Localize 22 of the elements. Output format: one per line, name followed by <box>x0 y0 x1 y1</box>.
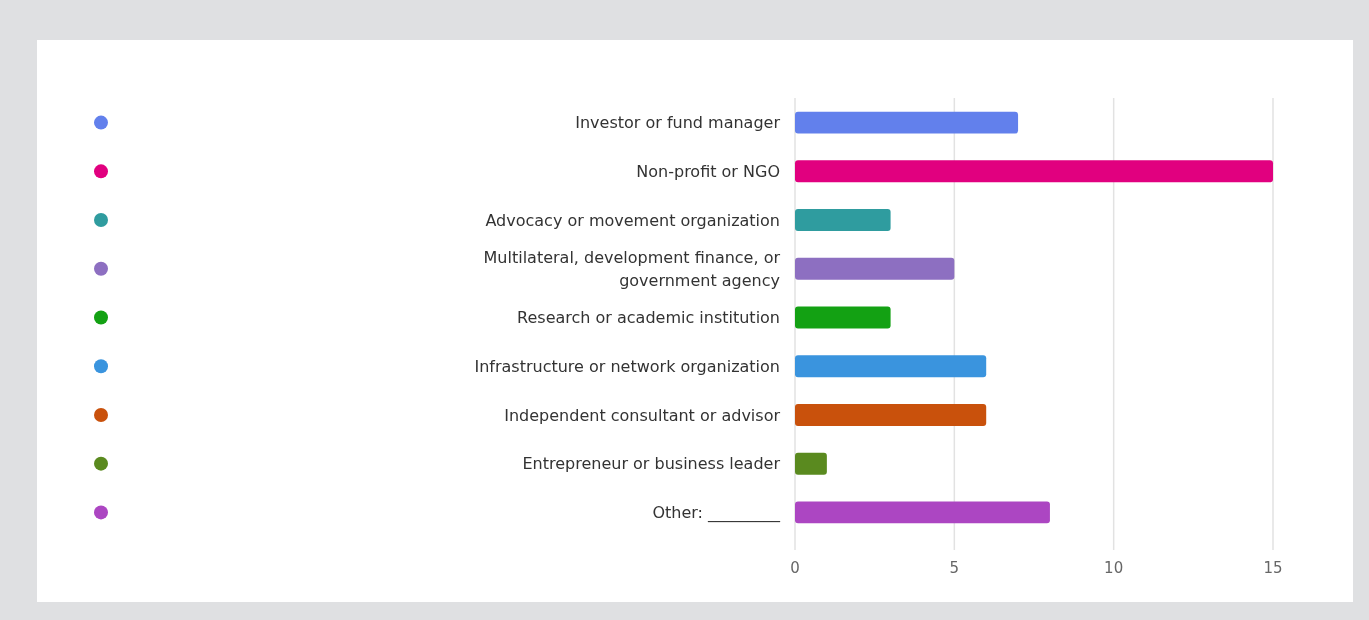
y-tick-label: Non-profit or NGO <box>636 161 780 181</box>
bar <box>795 257 955 280</box>
y-tick-label: Advocacy or movement organization <box>485 210 780 230</box>
y-tick-label: Infrastructure or network organization <box>474 356 780 376</box>
x-tick-label: 5 <box>949 559 960 577</box>
bar <box>795 160 1273 183</box>
y-tick-label: Other: _________ <box>652 502 781 523</box>
y-tick-label: Multilateral, development finance, or government agency <box>483 248 781 290</box>
bar <box>795 306 891 329</box>
y-tick-label: Entrepreneur or business leader <box>522 454 781 474</box>
x-tick-label: 15 <box>1263 559 1283 577</box>
bar <box>795 111 1019 134</box>
x-tick-label: 10 <box>1104 559 1124 577</box>
bar <box>795 209 891 232</box>
y-tick-label: Research or academic institution <box>517 308 780 328</box>
bar <box>795 452 827 475</box>
bar <box>795 355 987 378</box>
x-tick-label: 0 <box>790 559 800 577</box>
bar <box>795 403 987 426</box>
bar <box>795 501 1050 524</box>
y-tick-label: Independent consultant or advisor <box>504 405 781 425</box>
y-tick-label: Investor or fund manager <box>575 113 781 133</box>
